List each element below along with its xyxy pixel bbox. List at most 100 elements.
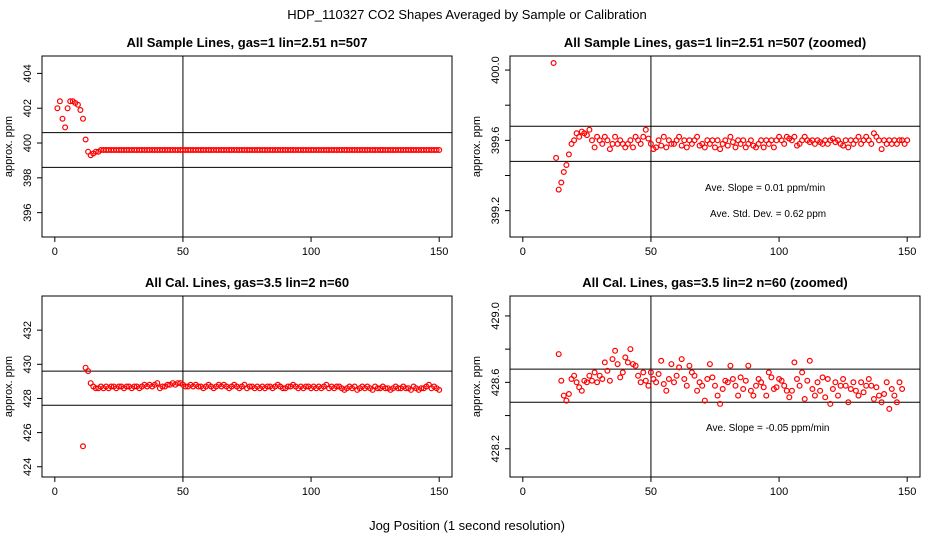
data-point [586,126,593,133]
chart-panel-1: All Sample Lines, gas=1 lin=2.51 n=507 0 5… [3,35,453,258]
data-point [881,391,888,398]
data-point [642,377,649,384]
data-point [701,397,708,404]
data-point [647,369,654,376]
data-point [627,137,634,144]
data-point [563,397,570,404]
data-point [606,146,613,153]
data-point [629,144,636,151]
data-point [588,137,595,144]
data-point [806,357,813,364]
data-point [773,384,780,391]
data-point [619,369,626,376]
data-point [599,376,606,383]
data-point [627,346,634,353]
data-point [606,377,613,384]
x-tick-label: 100 [302,486,320,498]
data-point [578,387,585,394]
chart-panel-2: All Sample Lines, gas=1 lin=2.51 n=507 (… [471,35,921,258]
data-point [727,362,734,369]
y-tick-label: 430 [22,355,34,373]
data-point [79,115,86,122]
y-tick-label: 424 [22,458,34,476]
data-point [571,372,578,379]
data-point [804,377,811,384]
data-point [131,383,138,390]
data-point [670,379,677,386]
data-point [655,371,662,378]
data-points [550,59,911,193]
y-tick-label: 400.0 [490,56,502,84]
data-point [809,386,816,393]
data-point [77,106,84,113]
data-point [811,392,818,399]
data-point [858,379,865,386]
data-point [164,381,171,388]
data-point [436,147,443,154]
data-point [868,382,875,389]
data-point [875,392,882,399]
data-point [706,361,713,368]
data-point [904,137,911,144]
data-point [832,379,839,386]
data-point [583,132,590,139]
data-point [781,382,788,389]
data-point [374,385,381,392]
y-tick-label: 399.2 [490,197,502,225]
data-point [591,144,598,151]
x-tick-label: 50 [177,486,189,498]
data-point [279,385,286,392]
y-tick-label: 404 [22,64,34,82]
data-point [760,384,767,391]
data-point [891,392,898,399]
data-point [285,383,292,390]
x-tick-label: 0 [520,486,526,498]
data-point [886,405,893,412]
x-tick-label: 150 [430,246,448,258]
shared-x-axis-label: Jog Position (1 second resolution) [369,518,565,533]
data-point [737,374,744,381]
data-point [704,376,711,383]
data-point [745,362,752,369]
panel-title: All Sample Lines, gas=1 lin=2.51 n=507 (… [564,35,866,50]
data-point [676,133,683,140]
data-point [565,151,572,158]
data-point [573,379,580,386]
chart-panels: All Sample Lines, gas=1 lin=2.51 n=507 0 5… [3,35,921,498]
data-point [760,144,767,151]
data-point [724,379,731,386]
data-points [555,346,906,412]
y-axis-label: approx. ppm [3,116,15,177]
data-point [842,137,849,144]
data-point [612,133,619,140]
data-point [555,351,562,358]
data-point [893,399,900,406]
x-tick-label: 0 [520,246,526,258]
data-point [395,385,402,392]
data-point [796,382,803,389]
data-point [123,383,130,390]
y-tick-label: 426 [22,423,34,441]
data-point [637,140,644,147]
data-point [732,144,739,151]
data-point [747,387,754,394]
y-axis-label: approx. ppm [471,116,483,177]
data-point [827,400,834,407]
data-point [735,392,742,399]
main-title: HDP_110327 CO2 Shapes Averaged by Sample… [287,7,646,22]
y-axis-label: approx. ppm [471,356,483,417]
data-point [899,386,906,393]
data-point [768,137,775,144]
x-tick-label: 50 [645,246,657,258]
data-point [333,383,340,390]
data-point [681,376,688,383]
x-tick-label: 50 [645,486,657,498]
data-point [655,137,662,144]
y-tick-label: 400 [22,134,34,152]
data-point [863,382,870,389]
data-points [54,98,443,159]
data-point [558,179,565,186]
y-tick-label: 428.2 [490,435,502,463]
data-point [742,377,749,384]
y-axis-label: approx. ppm [3,356,15,417]
